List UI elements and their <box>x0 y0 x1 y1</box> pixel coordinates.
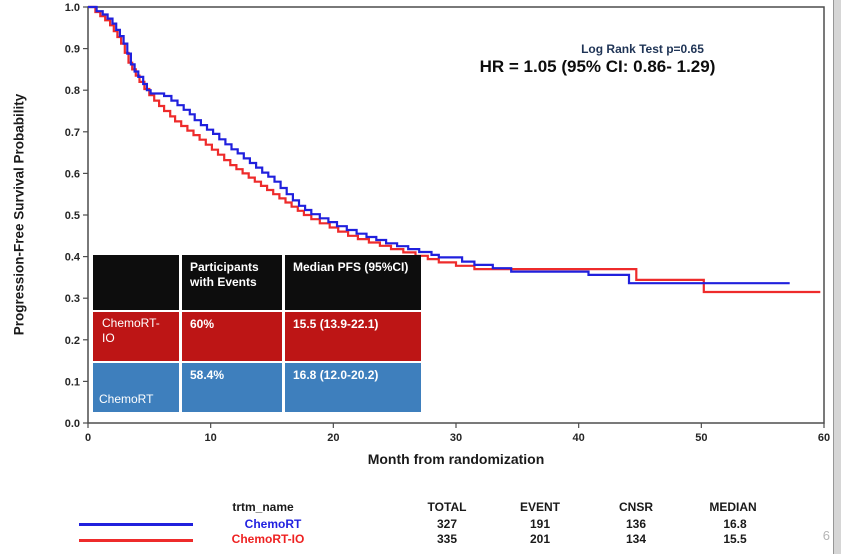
y-tick-label: 0.6 <box>65 168 80 180</box>
y-tick-label: 0.7 <box>65 127 80 139</box>
x-tick-label: 60 <box>818 432 830 444</box>
summary-row-chemort-label: ChemoRT <box>93 363 179 412</box>
summary-table-header-events: Participants with Events <box>182 255 282 310</box>
summary-row-chemort-io-median: 15.5 (13.9-22.1) <box>285 312 421 361</box>
legend-header-cnsr: CNSR <box>618 500 654 514</box>
legend-table: trtm_name TOTAL EVENT CNSR MEDIAN ChemoR… <box>0 495 841 554</box>
legend-median-chemort: 16.8 <box>723 517 747 531</box>
hazard-ratio-annotation: HR = 1.05 (95% CI: 0.86- 1.29) <box>479 57 716 76</box>
x-tick-label: 40 <box>573 432 585 444</box>
page-number: 6 <box>822 528 830 543</box>
summary-table-corner-cell <box>93 255 179 310</box>
y-tick-label: 0.5 <box>65 210 80 222</box>
x-tick-label: 0 <box>85 432 91 444</box>
legend-line-chemort-io <box>79 539 193 542</box>
summary-row-chemort-io-events: 60% <box>182 312 282 361</box>
x-axis-title: Month from randomization <box>367 451 545 467</box>
legend-total-chemort: 327 <box>436 517 458 531</box>
legend-median-chemort-io: 15.5 <box>723 532 747 546</box>
legend-name-chemort: ChemoRT <box>244 517 302 531</box>
km-curve-chemort <box>88 5 790 285</box>
logrank-annotation: Log Rank Test p=0.65 <box>581 42 704 56</box>
summary-row-chemort-events: 58.4% <box>182 363 282 412</box>
legend-event-chemort-io: 201 <box>529 532 551 546</box>
legend-header-median: MEDIAN <box>709 500 757 514</box>
summary-table: Participants with Events Median PFS (95%… <box>93 255 421 412</box>
legend-cnsr-chemort: 136 <box>625 517 647 531</box>
x-tick-label: 30 <box>450 432 462 444</box>
y-tick-label: 0.8 <box>65 85 80 97</box>
y-tick-label: 0.4 <box>65 252 81 264</box>
y-axis-title: Progression-Free Survival Probability <box>11 93 27 336</box>
y-tick-label: 0.9 <box>65 44 80 56</box>
summary-row-chemort-io-label: ChemoRT-IO <box>93 312 179 361</box>
y-tick-label: 1.0 <box>65 2 80 14</box>
summary-row-chemort-median: 16.8 (12.0-20.2) <box>285 363 421 412</box>
y-tick-label: 0.0 <box>65 418 80 430</box>
legend-header-event: EVENT <box>519 500 561 514</box>
x-tick-label: 50 <box>695 432 707 444</box>
legend-header-name: trtm_name <box>232 500 294 514</box>
scrollbar-track[interactable] <box>833 0 841 554</box>
legend-cnsr-chemort-io: 134 <box>625 532 647 546</box>
x-tick-label: 10 <box>205 432 217 444</box>
y-tick-label: 0.1 <box>65 376 80 388</box>
legend-name-chemort-io: ChemoRT-IO <box>231 532 305 546</box>
legend-line-chemort <box>79 523 193 526</box>
y-tick-label: 0.3 <box>65 293 80 305</box>
legend-header-total: TOTAL <box>427 500 467 514</box>
legend-event-chemort: 191 <box>529 517 551 531</box>
legend-total-chemort-io: 335 <box>436 532 458 546</box>
summary-table-header-median: Median PFS (95%CI) <box>285 255 421 310</box>
x-tick-label: 20 <box>327 432 339 444</box>
y-tick-label: 0.2 <box>65 335 80 347</box>
